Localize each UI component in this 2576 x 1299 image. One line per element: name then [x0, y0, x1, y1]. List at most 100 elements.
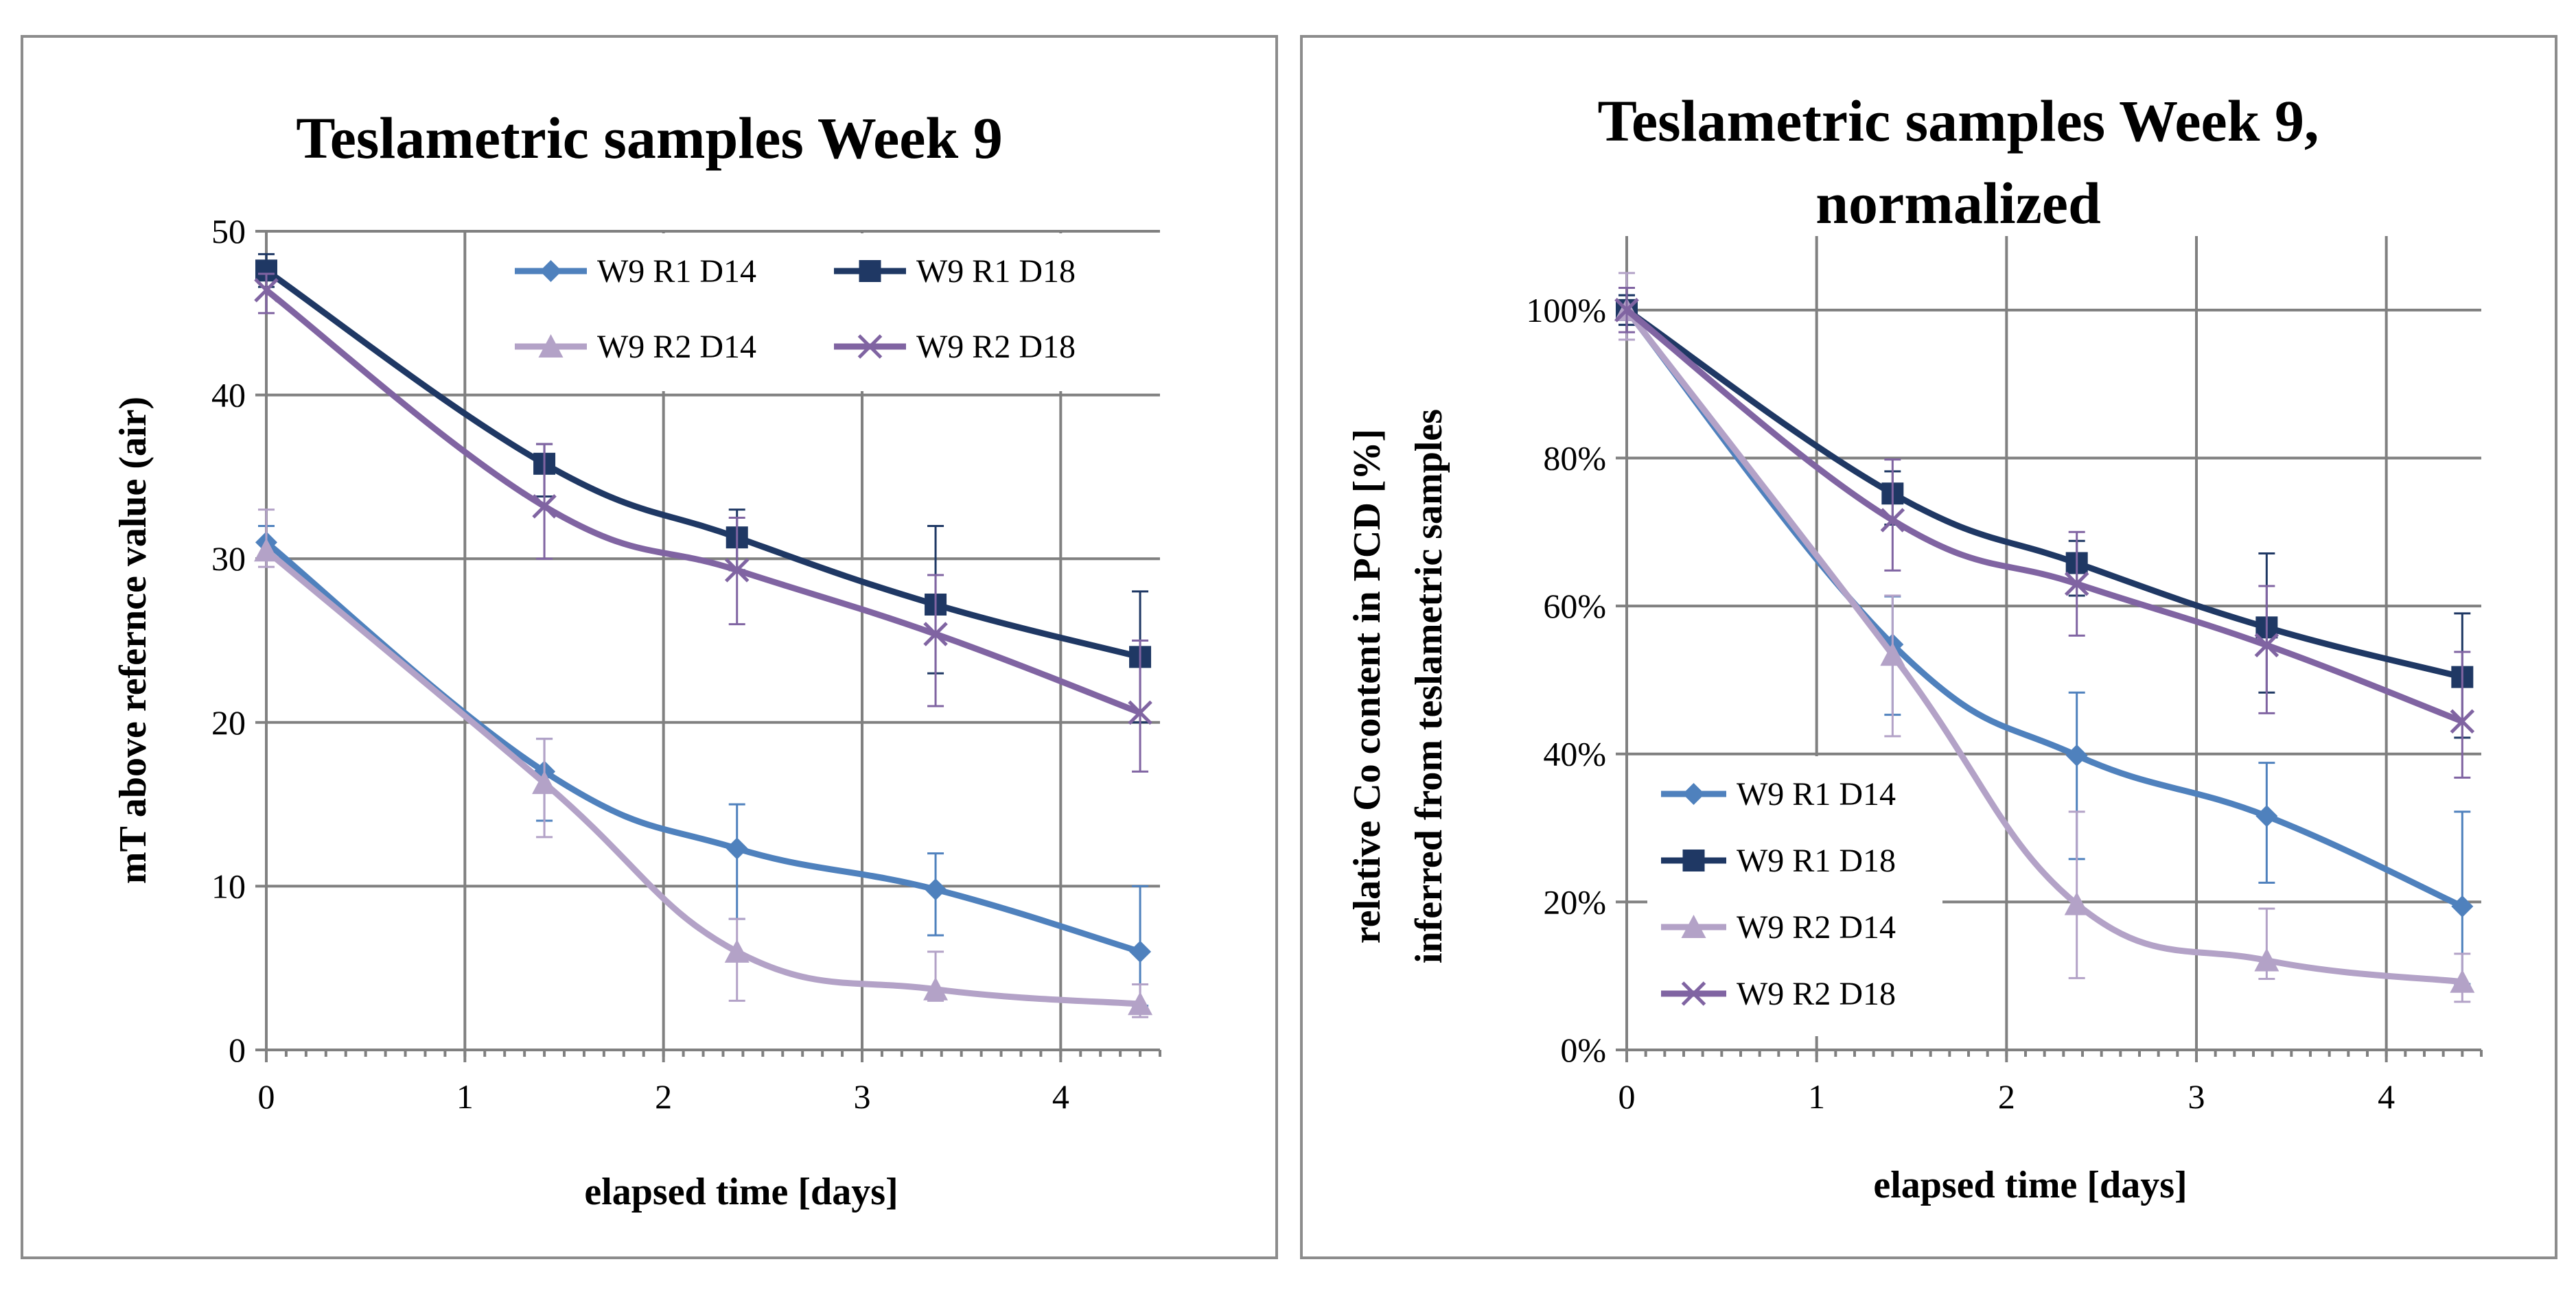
legend-label: W9 R1 D18 — [1737, 843, 1896, 879]
data-point-marker — [1880, 508, 1905, 533]
series-right — [1614, 272, 2475, 1003]
legend-marker — [539, 260, 562, 282]
data-point-marker — [2064, 571, 2089, 596]
data-point-marker — [1614, 298, 1639, 323]
y-tick-label: 10 — [211, 867, 246, 905]
x-tick-label: 1 — [456, 1077, 474, 1116]
series-line — [1624, 308, 2464, 909]
ticks-left: 0 10 20 30 40 50 0 1 2 3 4 — [211, 212, 1161, 1116]
series-w9-r2-d18 — [1614, 286, 2475, 779]
data-point-marker — [1880, 642, 1905, 666]
legend-marker — [538, 334, 564, 358]
x-tick-label: 0 — [258, 1077, 275, 1116]
data-point-marker — [2255, 805, 2278, 828]
y-tick-label: 80% — [1543, 438, 1606, 477]
y-tick-label: 50 — [211, 212, 246, 250]
series-w9-r2-d14 — [254, 508, 1153, 1018]
y-tick-label: 40% — [1543, 735, 1606, 773]
data-point-marker — [254, 538, 279, 562]
data-point-marker — [925, 878, 947, 901]
legend-item: W9 R2 D14 — [515, 329, 756, 365]
x-axis-title-right: elapsed time [days] — [1873, 1164, 2187, 1206]
chart-title-right-line2: normalized — [1815, 170, 2101, 236]
x-tick-label: 4 — [1052, 1077, 1069, 1116]
y-tick-label: 30 — [211, 539, 246, 578]
legend-item: W9 R2 D18 — [834, 329, 1076, 365]
series-line — [264, 288, 1141, 716]
series-line — [1625, 307, 2463, 680]
axes-left — [265, 231, 1160, 1051]
axes-right — [1625, 236, 2481, 1051]
y-tick-label: 20% — [1543, 882, 1606, 921]
legend-item: W9 R2 D14 — [1661, 909, 1896, 946]
legend-marker — [1682, 783, 1705, 805]
x-tick-label: 2 — [1998, 1077, 2015, 1116]
y-tick-label: 100% — [1526, 291, 1606, 329]
data-point-marker — [724, 558, 750, 583]
chart-title-right-line1: Teslametric samples Week 9, — [1597, 88, 2319, 154]
chart-panel-right: Teslametric samples Week 9, normalized 0… — [1300, 35, 2557, 1259]
legend-marker — [1681, 915, 1706, 938]
x-tick-label: 2 — [655, 1077, 672, 1116]
series-w9-r2-d14 — [1614, 272, 2475, 1003]
y-tick-label: 40 — [211, 376, 246, 414]
legend-label: W9 R2 D18 — [1737, 976, 1896, 1012]
legend-label: W9 R2 D18 — [916, 329, 1076, 365]
y-axis-title-left: mT above refernce value (air) — [112, 397, 154, 884]
y-axis-title-right-line1: relative Co content in PCD [%] — [1346, 429, 1389, 944]
series-line — [1625, 307, 2463, 725]
data-point-marker — [2064, 891, 2089, 915]
legend-item: W9 R1 D18 — [834, 253, 1076, 290]
data-point-marker — [532, 771, 557, 795]
data-point-marker — [923, 622, 948, 646]
legend-marker — [1681, 981, 1706, 1006]
data-point-marker — [2450, 969, 2475, 993]
data-point-marker — [923, 976, 949, 1000]
legend-marker — [859, 260, 881, 282]
data-point-marker — [254, 278, 279, 303]
data-point-marker — [1128, 992, 1153, 1016]
data-point-marker — [2254, 948, 2279, 972]
data-point-marker — [1129, 940, 1152, 963]
data-point-marker — [2451, 895, 2474, 917]
legend-item: W9 R1 D14 — [1661, 776, 1896, 812]
x-tick-label: 4 — [2378, 1077, 2395, 1116]
x-axis-title-left: elapsed time [days] — [584, 1171, 898, 1213]
y-tick-label: 60% — [1543, 587, 1606, 625]
data-point-marker — [726, 837, 748, 860]
data-point-marker — [1128, 700, 1152, 725]
legend-item: W9 R1 D14 — [515, 253, 756, 290]
series-line — [264, 548, 1141, 1007]
legend-item: W9 R1 D18 — [1661, 843, 1896, 879]
data-point-marker — [532, 494, 557, 519]
data-point-marker — [2254, 633, 2279, 658]
y-tick-label: 0 — [229, 1031, 246, 1069]
legend-background — [501, 233, 1146, 391]
legend-right: W9 R1 D14 W9 R1 D18 W9 R2 D14 W9 R2 D18 — [1647, 756, 1942, 1036]
x-tick-label: 1 — [1808, 1077, 1825, 1116]
data-point-marker — [2450, 709, 2475, 734]
series-left — [254, 253, 1153, 1018]
legend-label: W9 R1 D18 — [916, 253, 1076, 290]
data-point-marker — [724, 939, 750, 963]
legend-label: W9 R1 D14 — [1737, 776, 1896, 812]
x-tick-label: 3 — [854, 1077, 871, 1116]
y-tick-label: 0% — [1560, 1031, 1606, 1069]
legend-label: W9 R1 D14 — [597, 253, 756, 290]
data-point-marker — [2065, 744, 2088, 766]
x-tick-label: 3 — [2188, 1077, 2205, 1116]
x-tick-label: 0 — [1618, 1077, 1636, 1116]
series-line — [1624, 308, 2463, 985]
legend-marker — [1682, 850, 1705, 871]
legend-left: W9 R1 D14 W9 R1 D18 W9 R2 D14 W9 R2 D18 — [501, 233, 1146, 391]
series-line — [264, 268, 1141, 660]
ticks-right: 0% 20% 40% 60% 80% 100% 0 1 2 3 4 — [1526, 291, 2483, 1116]
legend-marker — [857, 334, 883, 359]
y-axis-title-right-line2: inferred from teslametric samples — [1408, 409, 1450, 963]
legend-item: W9 R2 D18 — [1661, 976, 1896, 1012]
legend-label: W9 R2 D14 — [597, 329, 756, 365]
chart-title-left: Teslametric samples Week 9 — [296, 105, 1003, 171]
series-w9-r2-d18 — [254, 272, 1152, 773]
legend-label: W9 R2 D14 — [1737, 909, 1896, 946]
